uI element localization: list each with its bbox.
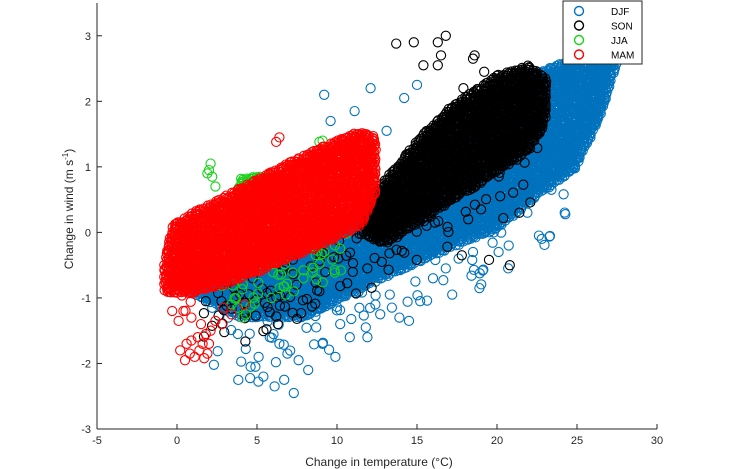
scatter-points [159, 30, 622, 399]
